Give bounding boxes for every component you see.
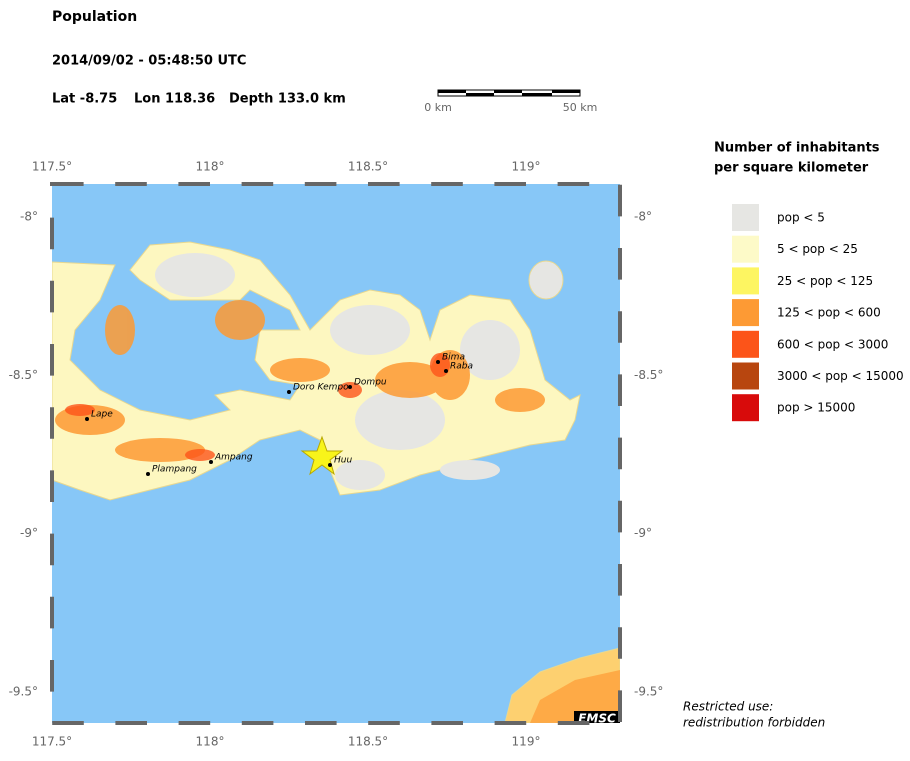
place-label: Raba [450,362,473,372]
island [530,670,620,723]
scale-end: 50 km [563,101,598,114]
legend-label: 600 < pop < 3000 [777,337,888,351]
place-label: Bima [442,353,465,363]
lon-label: 119° [512,160,541,174]
legend-label: 3000 < pop < 15000 [777,369,904,383]
legend-label: 125 < pop < 600 [777,306,881,320]
lon-label: 117.5° [32,735,72,749]
lon-label: 118° [196,735,225,749]
place-dot [146,472,150,476]
lat-label: -8° [634,210,652,224]
scale-bar [437,89,581,97]
lon: Lon 118.36 [134,92,215,107]
place-dot [444,369,448,373]
place-label: Huu [334,456,352,466]
place-label: Lape [91,410,113,420]
place-label: Plampang [152,465,197,475]
note: redistribution forbidden [683,716,825,730]
lat-label: -9.5° [634,684,663,698]
legend-swatch [732,204,759,231]
legend-swatch [732,235,759,263]
legend-swatch [732,267,759,295]
datetime: 2014/09/02 - 05:48:50 UTC [52,54,246,69]
place-dot [436,360,440,364]
pop-very-high [65,353,450,461]
legend-swatch [732,362,759,390]
legend-label: 5 < pop < 25 [777,242,858,256]
legend-title: per square kilometer [714,161,869,176]
legend-label: pop < 5 [777,211,825,225]
lat-label: -9° [20,526,38,540]
lat: Lat -8.75 [52,92,117,107]
lon-label: 118° [196,160,225,174]
depth: Depth 133.0 km [229,92,346,107]
epicenter [300,435,344,476]
lon-label: 117.5° [32,160,72,174]
place-dot [209,460,213,464]
lon-label: 118.5° [348,160,388,174]
pop-low [155,253,520,490]
place-dot [328,463,332,467]
map-frame [50,182,622,725]
place-dot [85,417,89,421]
lon-label: 118.5° [348,735,388,749]
lat-label: -8° [20,210,38,224]
place-dot [348,385,352,389]
place-label: Doro Kempo [293,383,349,393]
map: Lape Plampang Ampang Doro Kempo Dompu BimaRab… [52,184,620,726]
legend-swatch [732,394,759,422]
place-label: Ampang [214,453,253,463]
legend-label: pop > 15000 [777,401,855,415]
place-label: Dompu [354,378,387,388]
lat-label: -8.5° [9,368,38,382]
note: Restricted use: [683,700,773,714]
scale-start: 0 km [424,101,452,114]
legend-title: Number of inhabitants [714,141,880,156]
lat-label: -9° [634,526,652,540]
lon-label: 119° [512,735,541,749]
legend-swatch [732,299,759,327]
island [528,260,564,300]
lat-label: -8.5° [634,368,663,382]
place-dot [287,390,291,394]
legend-label: 25 < pop < 125 [777,274,873,288]
legend-swatch [732,330,759,358]
title: Population [52,9,137,25]
logo: EMSC [578,712,616,726]
lat-label: -9.5° [9,684,38,698]
